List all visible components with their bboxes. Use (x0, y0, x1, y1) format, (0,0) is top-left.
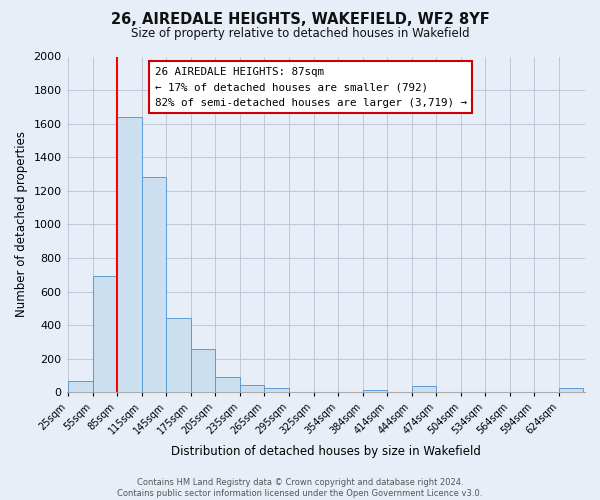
Bar (559, 388, 583, 392)
X-axis label: Distribution of detached houses by size in Wakefield: Distribution of detached houses by size … (171, 444, 481, 458)
Bar (362, 390, 387, 392)
Bar (166, 318, 191, 392)
Text: 26 AIREDALE HEIGHTS: 87sqm
← 17% of detached houses are smaller (792)
82% of sem: 26 AIREDALE HEIGHTS: 87sqm ← 17% of deta… (155, 66, 467, 108)
Bar (68, 382, 93, 392)
Bar (215, 377, 240, 392)
Bar (412, 386, 436, 392)
Bar (191, 350, 215, 392)
Bar (265, 388, 289, 392)
Text: Size of property relative to detached houses in Wakefield: Size of property relative to detached ho… (131, 28, 469, 40)
Bar (93, 276, 117, 392)
Y-axis label: Number of detached properties: Number of detached properties (15, 132, 28, 318)
Text: Contains HM Land Registry data © Crown copyright and database right 2024.
Contai: Contains HM Land Registry data © Crown c… (118, 478, 482, 498)
Bar (142, 178, 166, 392)
Bar (240, 384, 265, 392)
Text: 26, AIREDALE HEIGHTS, WAKEFIELD, WF2 8YF: 26, AIREDALE HEIGHTS, WAKEFIELD, WF2 8YF (110, 12, 490, 28)
Bar (117, 117, 142, 392)
